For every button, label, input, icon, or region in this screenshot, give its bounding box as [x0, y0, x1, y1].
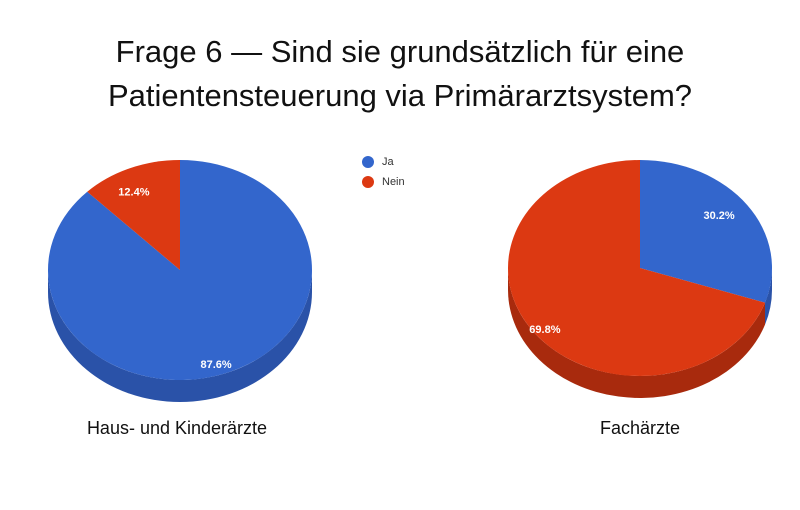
legend-item-ja: Ja — [362, 152, 405, 172]
pie-1-side-ja — [765, 268, 772, 325]
pie-0-slice-nein — [87, 160, 180, 270]
pie-1-side-nein — [508, 268, 766, 398]
legend-swatch-nein — [362, 176, 374, 188]
pie-0-label-nein: 12.4% — [118, 187, 149, 199]
pie-0-side-ja — [48, 270, 312, 402]
chart-title: Frage 6 — Sind sie grundsätzlich für ein… — [0, 30, 800, 118]
legend-swatch-ja — [362, 156, 374, 168]
pie-1-slice-ja — [640, 160, 772, 303]
title-line-1: Frage 6 — Sind sie grundsätzlich für ein… — [115, 34, 685, 69]
legend-item-nein: Nein — [362, 172, 405, 192]
legend-label-nein: Nein — [382, 176, 405, 188]
pie-1-label-nein: 69.8% — [529, 324, 560, 336]
caption-haus-kinderaerzte: Haus- und Kinderärzte — [86, 418, 268, 438]
pie-0-slice-ja — [48, 160, 313, 380]
pie-1-label-ja: 30.2% — [703, 210, 734, 222]
legend: Ja Nein — [362, 152, 405, 192]
pie-0-label-ja: 87.6% — [200, 359, 231, 371]
title-line-2: Patientensteuerung via Primärarztsystem? — [107, 78, 693, 113]
caption-fachaerzte: Fachärzte — [599, 418, 681, 438]
legend-label-ja: Ja — [382, 156, 394, 168]
pie-1-slice-nein — [507, 160, 766, 376]
